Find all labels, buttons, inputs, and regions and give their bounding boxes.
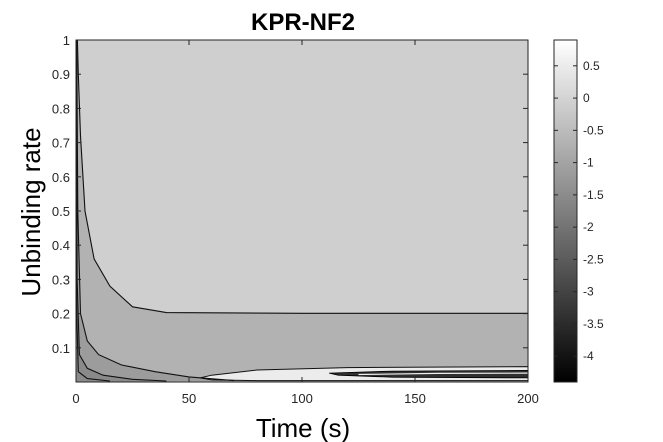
x-axis-label: Time (s) [256,413,350,442]
y-tick-label: 0.5 [52,204,70,219]
colorbar-tick-label: -1.5 [583,188,604,202]
contour-line-4 [75,39,110,382]
y-tick-label: 0.4 [52,238,70,253]
colorbar: 0.5 0 -0.5 -1 -1.5 -2 -2.5 -3 -3.5 -4 [553,39,604,383]
y-tick-label: 0.8 [52,101,70,116]
x-tick-label: 150 [404,391,426,406]
contour-inner-highlight [358,372,529,376]
colorbar-tick-label: -1 [583,156,594,170]
x-tick-label: 200 [517,391,539,406]
chart-title: KPR-NF2 [251,9,355,36]
x-tick-label: 0 [72,391,79,406]
y-tick-label: 0.2 [52,307,70,322]
colorbar-tick-label: -4 [583,349,594,363]
axes: 0 50 100 150 200 0.1 0.2 0.3 0.4 0.5 0.6 0.7 0.8 0.9 1 [52,33,539,406]
y-tick-label: 0.9 [52,67,70,82]
colorbar-gradient [553,39,578,383]
y-axis-label: Unbinding rate [16,127,46,296]
colorbar-tick-label: -2 [583,220,594,234]
x-tick-label: 100 [291,391,313,406]
region-lower [76,40,235,382]
y-tick-label: 0.3 [52,272,70,287]
y-tick-label: 0.1 [52,341,70,356]
y-tick-label: 1 [63,33,70,48]
y-tick-label: 0.6 [52,170,70,185]
colorbar-tick-label: 0.5 [583,59,600,73]
colorbar-tick-label: -3 [583,285,594,299]
colorbar-tick-label: -2.5 [583,252,604,266]
y-tick-label: 0.7 [52,136,70,151]
colorbar-tick-label: -3.5 [583,317,604,331]
colorbar-tick-label: -0.5 [583,123,604,137]
plot-area [75,39,529,382]
colorbar-tick-label: 0 [583,91,590,105]
contour-line-1 [76,39,528,314]
x-tick-label: 50 [182,391,196,406]
